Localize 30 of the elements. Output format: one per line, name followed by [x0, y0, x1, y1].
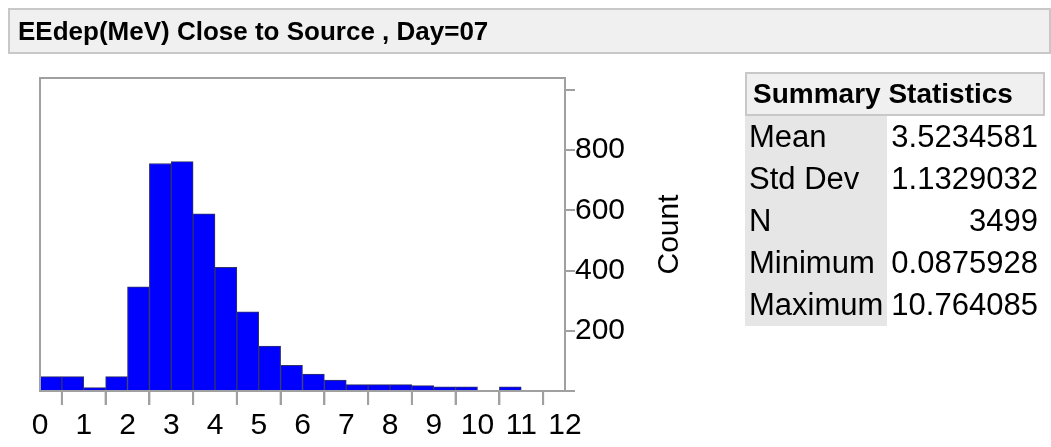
y-tick-label: 400: [575, 251, 626, 285]
x-tick-label: 4: [206, 407, 224, 441]
x-tick-label: 3: [162, 407, 180, 441]
x-tick-label: 2: [119, 407, 136, 441]
text: 3499: [967, 202, 1039, 240]
y-tick-label: 200: [575, 312, 626, 346]
text: Minimum: [745, 242, 888, 284]
y-tick-label: 800: [575, 131, 626, 165]
x-tick-label: 1: [75, 407, 93, 441]
text: Maximum: [745, 284, 888, 326]
x-tick-label: 9: [425, 407, 443, 441]
x-tick-label: 5: [250, 407, 268, 441]
x-tick-label: 11: [505, 407, 537, 441]
text: Std Dev: [745, 158, 888, 200]
text: Summary Statistics: [745, 72, 1045, 116]
x-tick-label: 7: [337, 407, 355, 441]
y-axis-title: Count: [651, 193, 684, 275]
y-tick-label: 600: [575, 191, 626, 225]
x-tick-label: 10: [460, 407, 495, 441]
x-tick-label: 12: [548, 407, 582, 441]
text: 3.5234581: [890, 118, 1039, 156]
text: 10.764085: [890, 286, 1039, 324]
text: 0.0875928: [890, 244, 1039, 282]
text: Mean: [745, 116, 888, 158]
text: N: [745, 200, 888, 242]
x-tick-label: 0: [31, 407, 49, 441]
chart-title: EEdep(MeV) Close to Source , Day=07: [18, 16, 489, 47]
x-tick-label: 8: [381, 407, 399, 441]
x-tick-label: 6: [294, 407, 311, 441]
text: 1.1329032: [890, 160, 1039, 198]
